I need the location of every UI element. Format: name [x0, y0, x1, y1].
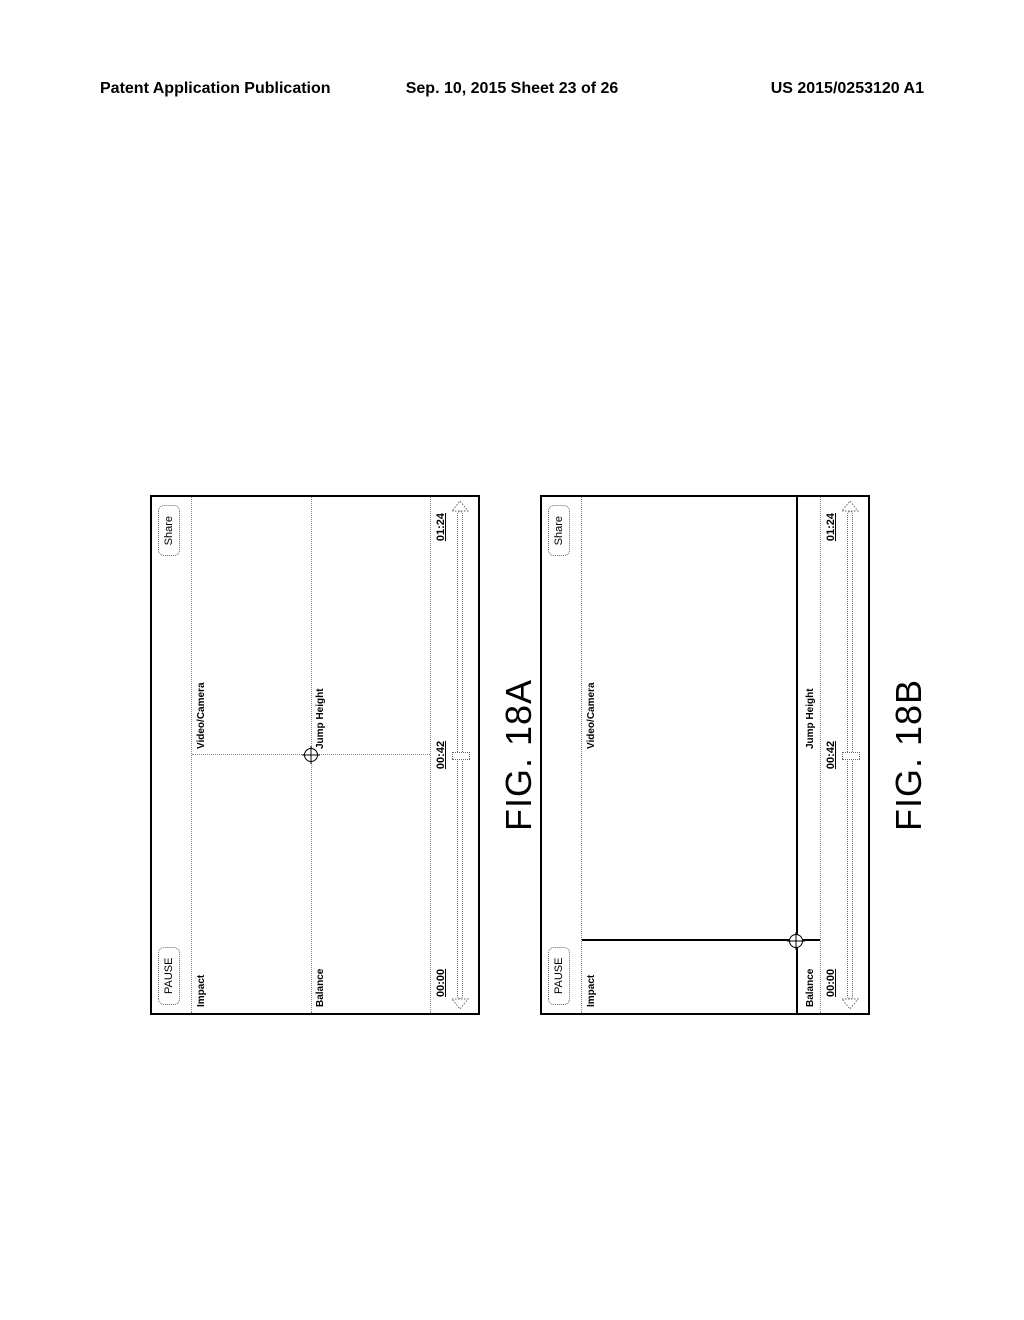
label-balance: Balance	[805, 969, 816, 1007]
label-jump: Jump Height	[805, 688, 816, 749]
topbar-a: PAUSE Share	[152, 497, 192, 1013]
forward-icon[interactable]	[841, 499, 859, 513]
label-jump: Jump Height	[315, 688, 326, 749]
quad-grid-a: Impact Video/Camera Balance Jump Height	[192, 497, 430, 1013]
device-frame-b: PAUSE Share Impact Video/Camera Balance …	[540, 495, 870, 1015]
pause-button[interactable]: PAUSE	[158, 947, 180, 1005]
device-frame-a: PAUSE Share Impact Video/Camera Balance …	[150, 495, 480, 1015]
time-start: 00:00	[825, 969, 837, 997]
crosshair-marker-a[interactable]	[304, 748, 318, 762]
figure-18b: PAUSE Share Impact Video/Camera Balance …	[540, 495, 870, 1015]
label-video: Video/Camera	[196, 682, 207, 749]
page-header: Patent Application Publication Sep. 10, …	[100, 80, 924, 98]
label-impact: Impact	[586, 975, 597, 1007]
time-mid: 00:42	[435, 741, 447, 769]
crosshair-marker-b[interactable]	[789, 934, 803, 948]
figure-caption-a: FIG. 18A	[498, 679, 540, 831]
grid-vline-b	[582, 939, 820, 941]
topbar-b: PAUSE Share	[542, 497, 582, 1013]
label-video: Video/Camera	[586, 682, 597, 749]
scrubber-handle-b[interactable]	[842, 752, 860, 760]
figure-caption-b: FIG. 18B	[888, 679, 930, 831]
label-impact: Impact	[196, 975, 207, 1007]
quad-grid-b: Impact Video/Camera Balance Jump Height	[582, 497, 820, 1013]
forward-icon[interactable]	[451, 499, 469, 513]
rewind-icon[interactable]	[451, 997, 469, 1011]
share-button[interactable]: Share	[548, 505, 570, 556]
time-mid: 00:42	[825, 741, 837, 769]
header-center: Sep. 10, 2015 Sheet 23 of 26	[406, 80, 619, 98]
time-start: 00:00	[435, 969, 447, 997]
time-end: 01:24	[435, 513, 447, 541]
time-end: 01:24	[825, 513, 837, 541]
timeline-a: 00:00 00:42 01:24	[430, 497, 478, 1013]
timeline-b: 00:00 00:42 01:24	[820, 497, 868, 1013]
label-balance: Balance	[315, 969, 326, 1007]
figure-18a: PAUSE Share Impact Video/Camera Balance …	[150, 495, 480, 1015]
scrubber-b[interactable]	[847, 511, 853, 999]
header-left: Patent Application Publication	[100, 80, 331, 98]
scrubber-handle-a[interactable]	[452, 752, 470, 760]
header-right: US 2015/0253120 A1	[771, 80, 924, 98]
page: Patent Application Publication Sep. 10, …	[0, 0, 1024, 1320]
pause-button[interactable]: PAUSE	[548, 947, 570, 1005]
scrubber-a[interactable]	[457, 511, 463, 999]
share-button[interactable]: Share	[158, 505, 180, 556]
rewind-icon[interactable]	[841, 997, 859, 1011]
